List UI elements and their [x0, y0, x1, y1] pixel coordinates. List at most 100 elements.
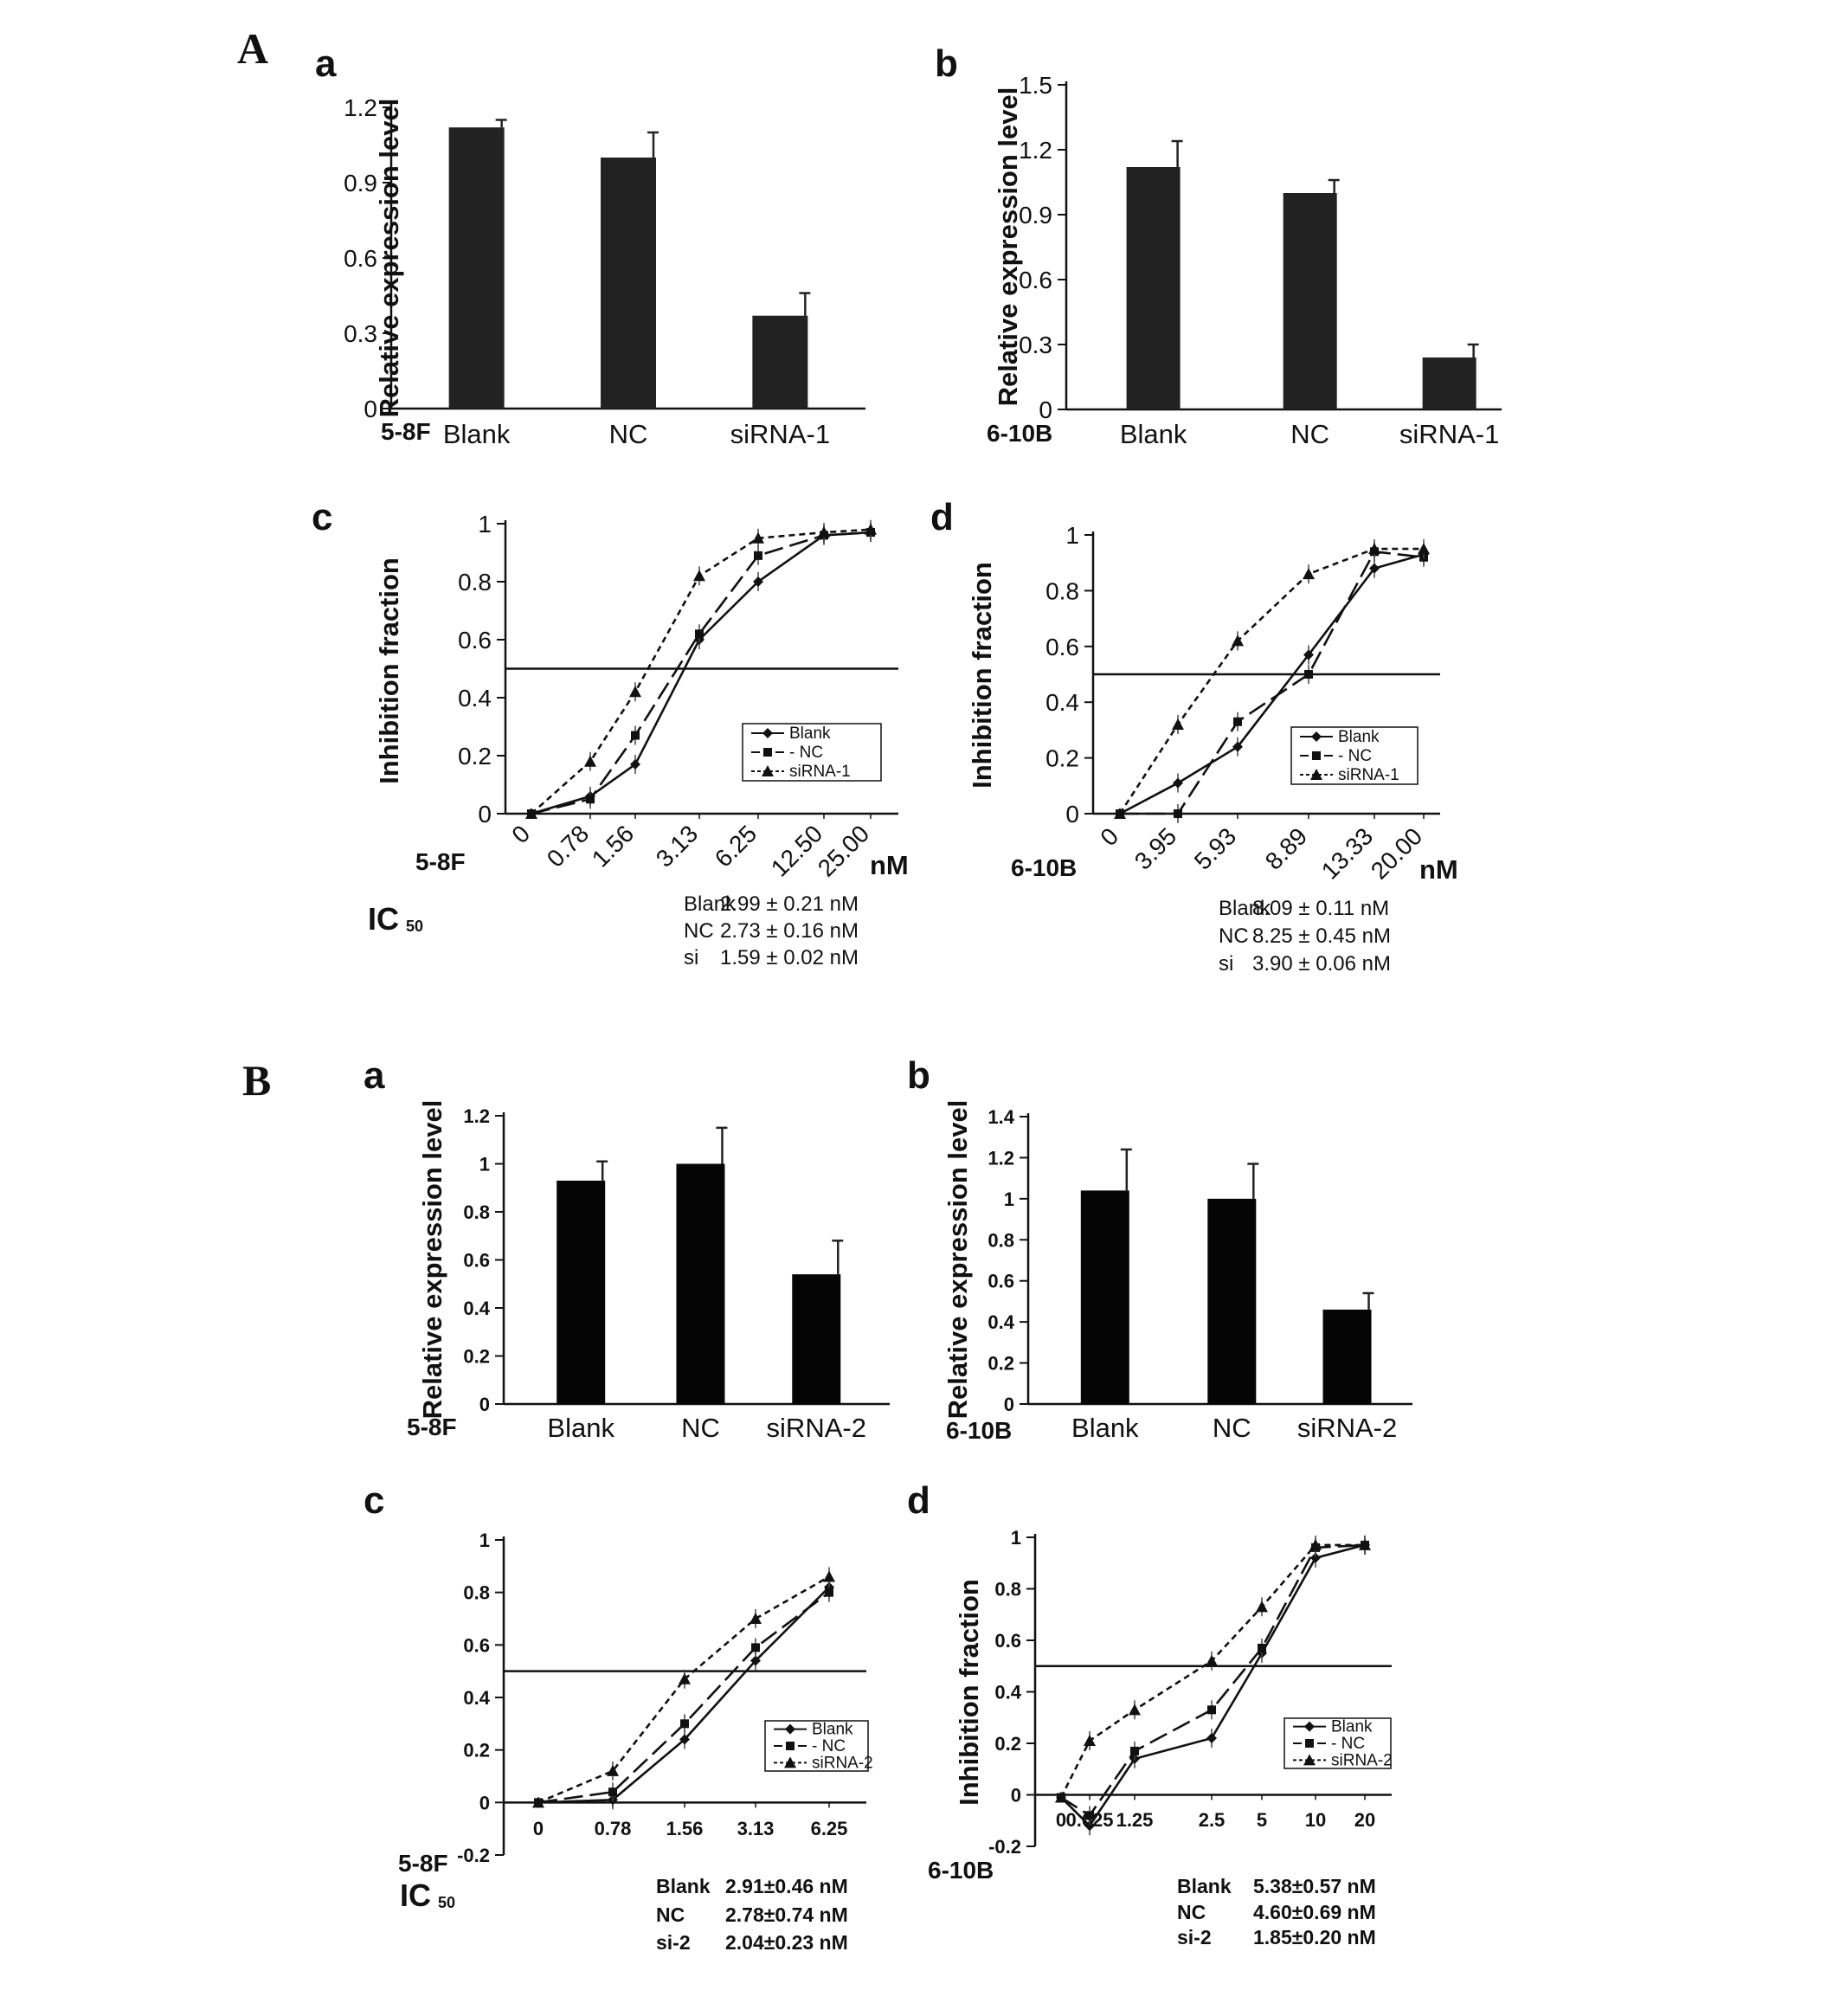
- ic50-row-value: 8.09 ± 0.11 nM: [1252, 897, 1389, 920]
- bar: [1322, 1309, 1372, 1404]
- panel-label: c: [363, 1479, 384, 1522]
- data-point: [1233, 717, 1242, 726]
- x-tick-label: 1.56: [666, 1818, 704, 1839]
- legend-label: - NC: [1331, 1735, 1365, 1753]
- legend-label: Blank: [1331, 1718, 1373, 1736]
- data-point: [1256, 1601, 1268, 1613]
- y-tick-label: 0.6: [463, 1634, 490, 1656]
- data-point: [754, 551, 762, 560]
- cell-line-label: 6-10B: [928, 1857, 994, 1884]
- ic50-row-value: 2.78±0.74 nM: [725, 1903, 848, 1926]
- y-tick-label: 1.4: [988, 1106, 1014, 1128]
- ic50-row-label: Blank: [656, 1875, 711, 1897]
- ic50-row-label: si-2: [1177, 1926, 1212, 1948]
- y-tick-label: 0.2: [458, 743, 492, 770]
- cell-line-label: 6-10B: [987, 420, 1052, 447]
- data-point: [1114, 808, 1126, 819]
- x-tick-label: 2.5: [1199, 1809, 1226, 1831]
- ic50-subscript: 50: [406, 918, 423, 935]
- y-axis-label: Relative expression level: [417, 1100, 447, 1420]
- x-tick-label: 6.25: [710, 820, 762, 872]
- legend-label: siRNA-2: [1331, 1751, 1393, 1769]
- category-label: NC: [1290, 419, 1329, 449]
- data-point: [753, 576, 763, 587]
- data-point: [1310, 1552, 1321, 1563]
- data-point: [1207, 1705, 1216, 1715]
- y-axis-label: Inhibition fraction: [954, 1579, 984, 1806]
- y-tick-label: 0.8: [1045, 577, 1079, 604]
- y-tick-label: 0.8: [458, 569, 492, 596]
- y-tick-label: 0.8: [988, 1229, 1014, 1251]
- x-tick-label: 20.00: [1366, 822, 1427, 884]
- data-point: [1084, 1735, 1096, 1747]
- cell-line-label: 5-8F: [381, 418, 431, 445]
- series-line: [1060, 1543, 1366, 1828]
- y-tick-label: 0.2: [1045, 745, 1079, 772]
- legend-marker: [1311, 731, 1322, 742]
- ic50-title: IC: [400, 1878, 431, 1913]
- data-point: [1232, 634, 1244, 647]
- y-tick-label: 0: [1065, 801, 1079, 828]
- chart-bd: d 6-10B Inhibition fraction -0.2 0 0.2 0.4 0.6 0…: [907, 1479, 1393, 1948]
- category-label: siRNA-2: [1297, 1413, 1397, 1443]
- legend-label: siRNA-1: [789, 763, 851, 781]
- data-point: [1359, 1538, 1371, 1550]
- x-tick-label: 3.13: [737, 1818, 775, 1839]
- data-point: [631, 731, 640, 740]
- data-point: [750, 1613, 762, 1624]
- y-tick-label: -0.2: [988, 1836, 1021, 1858]
- y-tick-label: 0: [1039, 396, 1052, 423]
- data-point: [607, 1764, 619, 1776]
- ic50-row-value: 3.90 ± 0.06 nM: [1252, 952, 1391, 976]
- panel-label: b: [935, 42, 958, 85]
- ic50-row-value: 2.99 ± 0.21 nM: [720, 892, 859, 916]
- chart-panels: a 5-8F Relative expression level 0 0.3 0.6 0.9…: [312, 42, 1502, 1954]
- ic50-row-value: 2.04±0.23 nM: [725, 1931, 848, 1954]
- data-point: [1174, 809, 1182, 818]
- ic50-row-label: NC: [656, 1903, 685, 1926]
- y-tick-label: 0.6: [1045, 634, 1079, 660]
- x-tick-label: 3.13: [651, 820, 703, 872]
- legend-marker: [762, 728, 773, 738]
- panel-label: a: [363, 1054, 385, 1097]
- data-point: [1084, 1820, 1095, 1832]
- ic50-row-label: Blank: [1219, 897, 1271, 920]
- category-label: Blank: [443, 419, 511, 449]
- y-tick-label: 1: [1004, 1188, 1014, 1210]
- legend-marker: [1304, 1721, 1315, 1732]
- x-tick-label: 10: [1305, 1809, 1326, 1831]
- y-tick-label: 0.2: [463, 1740, 490, 1762]
- data-point: [1258, 1643, 1266, 1652]
- data-point: [1232, 741, 1243, 752]
- y-tick-label: 0: [363, 396, 377, 422]
- y-tick-label: 0.3: [344, 320, 377, 347]
- panel-label: d: [930, 496, 954, 538]
- y-tick-label: 1.5: [1019, 72, 1052, 99]
- y-tick-label: 1.2: [1019, 137, 1052, 164]
- bar: [557, 1180, 606, 1404]
- x-tick-label: 5: [1257, 1809, 1267, 1831]
- x-tick-label: 0.78: [542, 820, 594, 872]
- bar: [448, 127, 505, 409]
- ic50-row-label: si: [1219, 952, 1233, 976]
- category-label: NC: [1213, 1413, 1251, 1443]
- y-tick-label: 0.9: [1019, 202, 1052, 229]
- ic50-subscript: 50: [438, 1894, 455, 1911]
- ic50-row-value: 2.73 ± 0.16 nM: [720, 919, 859, 943]
- series-line: [1118, 547, 1424, 815]
- x-tick-label: 12.50: [766, 820, 827, 881]
- bar: [601, 158, 656, 409]
- y-axis-label: Relative expression level: [943, 1100, 973, 1420]
- bar: [1422, 357, 1477, 409]
- legend-label: - NC: [1338, 747, 1372, 765]
- legend-label: Blank: [812, 1721, 853, 1739]
- category-label: NC: [681, 1413, 720, 1443]
- legend-marker: [784, 1756, 796, 1768]
- data-point: [751, 1643, 760, 1652]
- data-point: [532, 1796, 544, 1808]
